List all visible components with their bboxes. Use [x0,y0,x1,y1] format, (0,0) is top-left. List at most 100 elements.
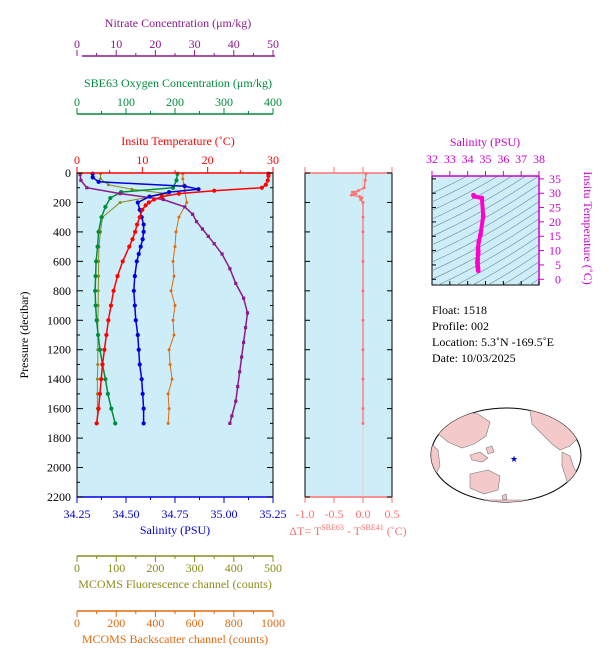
salinity-point [139,377,144,382]
temperature-point [130,237,135,242]
nitrate-point [245,311,250,315]
ts-isopycnal-line [487,252,539,285]
delta-t-point [361,230,365,234]
nitrate-point [228,421,232,425]
backscatter-point [171,318,175,322]
delta-t-point [363,178,367,182]
ts-diagram: Salinity (PSU) 32 33 34 35 36 37 3805101520253… [426,135,595,286]
nitrate-point [238,370,242,374]
pressure-tick-label: 2200 [47,490,71,504]
oxygen-point [96,229,101,235]
backscatter-tick-label: 800 [225,616,243,630]
nitrate-point [230,414,234,418]
fluorescence-tick-label: 500 [264,561,282,575]
nitrate-point [234,281,238,286]
ts-salinity-tick-label: 35 [480,152,492,166]
salinity-point [96,179,101,184]
salinity-point [147,194,152,199]
delta-t-point [356,189,360,193]
delta-t-point [361,318,365,322]
delta-t-plot-area [304,172,393,498]
nitrate-axis: Nitrate Concentration (μm/kg) 0 10 20 30 40 5… [74,16,279,57]
nitrate-point [234,399,238,403]
ts-point [475,268,481,274]
fluorescence-point [130,187,134,191]
temperature-tick-label: 30 [267,153,279,167]
ts-isopycnal-line [432,176,539,237]
nitrate-point [240,355,244,359]
salinity-tick-label: 35.00 [211,507,238,521]
ts-point [479,195,485,201]
nitrate-tick-label: 20 [149,37,161,51]
temperature-point [96,406,101,411]
ts-point [478,232,483,237]
backscatter-point [170,377,174,381]
delta-t-point [361,215,365,219]
ts-isopycnal-line [432,184,539,246]
nitrate-point [194,220,199,224]
nitrate-point [78,172,82,177]
float-location-marker: ★ [510,454,518,464]
temperature-point [259,185,264,190]
ts-salinity-tick-label: 36 [497,152,509,166]
salinity-point [136,251,141,257]
temperature-point [127,244,132,249]
fluorescence-point [95,377,99,381]
ts-isopycnal-line [455,235,539,285]
temperature-point [135,222,140,227]
ts-plot-area [431,175,540,286]
temperature-point [102,347,107,352]
backscatter-point [173,304,177,308]
ts-isopycnal-line [432,192,539,254]
main-profile-panel: 0 200 400 600 800 1000 1200 1400 1600 1800 2000 220… [17,166,287,537]
float-id: Float: 1518 [432,303,487,317]
backscatter-point [169,289,173,293]
fluorescence-point [97,274,101,278]
fluorescence-tick-label: 300 [186,561,204,575]
world-map: ★ [430,407,582,503]
temperature-point [143,203,148,208]
delta-t-tick-label: 0.5 [385,507,400,521]
pressure-tick-label: 0 [65,166,71,180]
backscatter-point [173,245,177,249]
salinity-point [167,190,172,195]
fluorescence-tick-label: 100 [107,561,125,575]
salinity-point [131,288,136,293]
delta-t-point [359,198,363,202]
pressure-tick-label: 1600 [47,402,71,416]
pressure-axis-title: Pressure (decibar) [17,292,31,379]
oxygen-point [93,303,98,308]
fluorescence-tick-label: 400 [225,561,243,575]
temperature-point [140,207,145,212]
oxygen-point [113,421,118,426]
backscatter-tick-label: 400 [146,616,164,630]
oxygen-point [103,204,108,209]
temperature-point [146,200,151,205]
pressure-tick-label: 1200 [47,343,71,357]
fluorescence-point [96,362,100,366]
ts-temperature-tick-label: 5 [555,258,561,272]
fluorescence-tick-label: 200 [146,561,164,575]
nitrate-point [191,212,195,216]
backscatter-point [166,421,170,425]
salinity-point [141,229,146,235]
backscatter-point [172,274,176,278]
salinity-point [141,222,146,227]
ts-temperature-tick-label: 20 [549,215,561,229]
temperature-point [133,229,138,235]
oxygen-tick-label: 0 [74,95,80,109]
delta-t-point [361,200,365,204]
ts-temperature-tick-label: 15 [549,229,561,243]
backscatter-point [171,259,175,263]
nitrate-axis-title: Nitrate Concentration (μm/kg) [105,16,251,30]
delta-t-panel: -1.0 -0.5 0.0 0.5 ΔT= TSBE63 - TSBE41 (˚C) [289,167,407,538]
delta-t-point [349,193,353,197]
backscatter-point [168,362,172,366]
oxygen-point [170,185,176,190]
delta-t-point [361,377,365,381]
backscatter-tick-label: 600 [186,616,204,630]
backscatter-point [172,333,176,337]
salinity-tick-label: 34.75 [162,507,189,521]
nitrate-point [243,326,248,330]
temperature-point [111,288,116,293]
